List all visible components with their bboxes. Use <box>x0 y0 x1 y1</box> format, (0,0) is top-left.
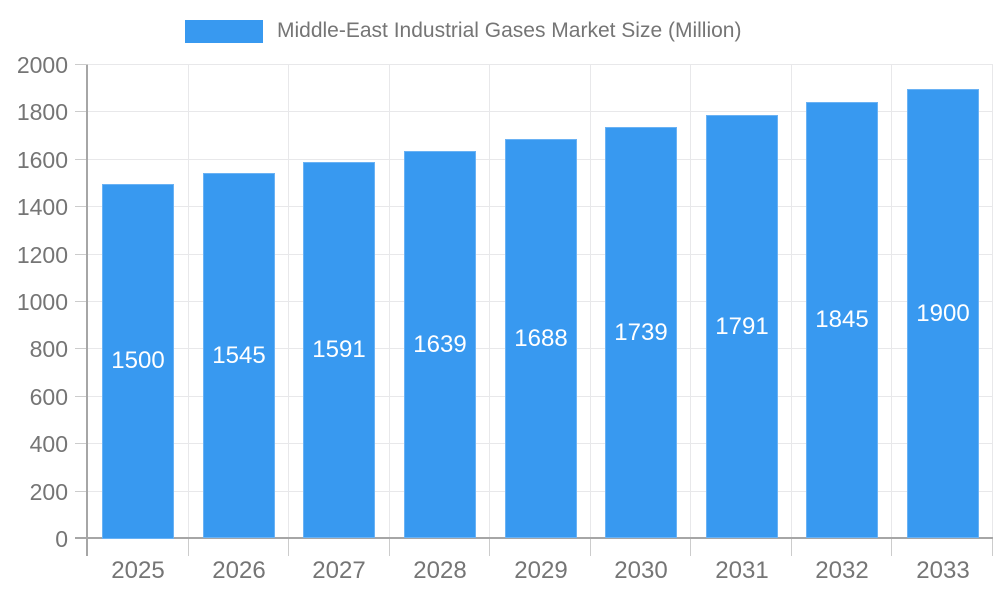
bar-2027[interactable] <box>303 162 375 538</box>
y-axis-label: 400 <box>29 431 68 457</box>
gridline <box>88 64 993 65</box>
y-axis-tick <box>75 206 88 207</box>
x-axis-tick <box>489 539 490 556</box>
y-axis-label: 0 <box>55 526 68 552</box>
y-axis-tick <box>75 396 88 397</box>
gridline <box>88 111 993 112</box>
gridline <box>489 65 490 539</box>
x-axis-label: 2030 <box>614 557 668 584</box>
x-axis-label: 2033 <box>916 557 970 584</box>
x-axis-label: 2026 <box>212 557 266 584</box>
bar-2031[interactable] <box>706 115 778 538</box>
gridline <box>992 65 993 539</box>
legend-label: Middle-East Industrial Gases Market Size… <box>277 19 742 42</box>
gridline <box>188 65 189 539</box>
bar-2032[interactable] <box>806 102 878 538</box>
y-axis-tick <box>75 64 88 65</box>
bar-2028[interactable] <box>404 151 476 538</box>
y-axis-label: 200 <box>29 479 68 505</box>
gridline <box>590 65 591 539</box>
x-axis-tick <box>690 539 691 556</box>
bar-2029[interactable] <box>505 139 577 538</box>
y-axis-tick <box>75 159 88 160</box>
x-axis-tick <box>389 539 390 556</box>
x-axis-tick <box>891 539 892 556</box>
gridline <box>690 65 691 539</box>
y-axis-tick <box>75 491 88 492</box>
x-axis-label: 2028 <box>413 557 467 584</box>
y-axis-tick <box>75 348 88 349</box>
y-axis-tick <box>75 254 88 255</box>
y-axis-label: 600 <box>29 384 68 410</box>
x-axis-label: 2031 <box>715 557 769 584</box>
y-axis-line <box>86 65 88 556</box>
y-axis-tick <box>75 111 88 112</box>
y-axis-label: 1800 <box>16 99 68 125</box>
y-axis-tick <box>75 443 88 444</box>
y-axis-tick <box>75 301 88 302</box>
x-axis-line <box>75 537 993 539</box>
legend-swatch <box>185 19 263 43</box>
x-axis-label: 2032 <box>815 557 869 584</box>
bar-2030[interactable] <box>605 127 677 538</box>
chart-legend[interactable]: Middle-East Industrial Gases Market Size… <box>185 19 741 43</box>
y-axis-label: 1200 <box>16 242 68 268</box>
x-axis-tick <box>288 539 289 556</box>
gridline <box>389 65 390 539</box>
x-axis-tick <box>992 539 993 556</box>
gridline <box>891 65 892 539</box>
y-axis-label: 2000 <box>16 52 68 78</box>
x-axis-tick <box>791 539 792 556</box>
y-axis-label: 1600 <box>16 147 68 173</box>
x-axis-tick <box>590 539 591 556</box>
bar-2026[interactable] <box>203 173 275 538</box>
x-axis-tick <box>188 539 189 556</box>
gridline <box>791 65 792 539</box>
x-axis-label: 2027 <box>312 557 366 584</box>
x-axis-label: 2029 <box>514 557 568 584</box>
bar-2025[interactable] <box>102 184 174 539</box>
gridline <box>288 65 289 539</box>
x-axis-label: 2025 <box>111 557 165 584</box>
y-axis-label: 1000 <box>16 289 68 315</box>
bar-2033[interactable] <box>907 89 979 538</box>
y-axis-label: 800 <box>29 336 68 362</box>
y-axis-label: 1400 <box>16 194 68 220</box>
